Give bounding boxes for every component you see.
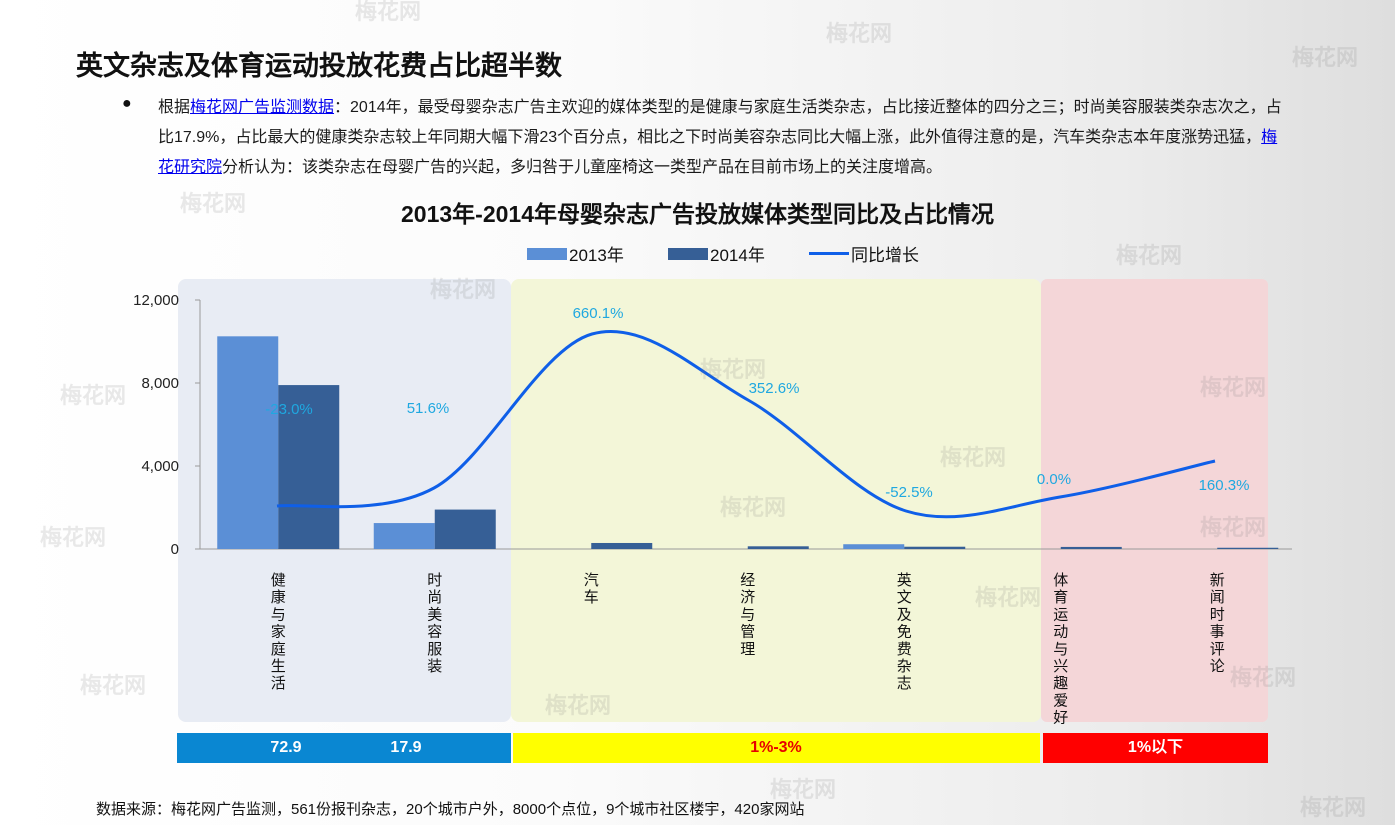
x-category-label-char: 育 bbox=[1053, 588, 1068, 606]
x-category-label-char: 兴 bbox=[1053, 657, 1068, 675]
bar-2014 bbox=[1060, 546, 1122, 549]
y-tick-label: 0 bbox=[171, 541, 179, 558]
share-band-label-low: 1%以下 bbox=[1127, 739, 1184, 756]
share-band-label-health: 72.9 bbox=[270, 739, 302, 756]
x-category-label-char: 济 bbox=[740, 588, 755, 606]
x-category-label-char: 与 bbox=[740, 605, 755, 623]
bar-2013 bbox=[373, 523, 435, 549]
x-category-label-char: 时 bbox=[1210, 605, 1225, 623]
bar-2013 bbox=[217, 336, 279, 549]
para-part-2: ：2014年，最受母婴杂志广告主欢迎的媒体类型的是健康与家庭生活类杂志，占比接近… bbox=[158, 99, 1282, 146]
bar-2014 bbox=[1217, 547, 1279, 549]
x-category-label-char: 体 bbox=[1053, 571, 1068, 589]
growth-data-label: -52.5% bbox=[885, 484, 933, 501]
x-category-label-char: 管 bbox=[740, 623, 755, 641]
x-category-label-char: 爱 bbox=[1053, 691, 1068, 709]
bar-2014 bbox=[278, 385, 340, 549]
data-source-footer: 数据来源：梅花网广告监测，561份报刊杂志，20个城市户外，8000个点位，9个… bbox=[96, 801, 805, 818]
x-category-label-char: 车 bbox=[584, 588, 599, 606]
y-tick-label: 12,000 bbox=[133, 292, 179, 309]
growth-data-label: 160.3% bbox=[1199, 477, 1250, 494]
x-category-label-char: 装 bbox=[427, 657, 442, 675]
y-tick-label: 4,000 bbox=[141, 458, 179, 475]
x-category-label-char: 论 bbox=[1210, 657, 1225, 675]
x-category-label-char: 与 bbox=[1053, 640, 1068, 658]
share-band-label-mid: 1%-3% bbox=[750, 739, 802, 756]
bullet-dot-icon: ● bbox=[122, 95, 132, 112]
x-category-label-char: 容 bbox=[427, 623, 442, 641]
x-category-label-char: 评 bbox=[1210, 640, 1225, 658]
legend-label-growth: 同比增长 bbox=[851, 246, 919, 265]
x-category-label-char: 与 bbox=[271, 605, 286, 623]
x-category-label-char: 免 bbox=[897, 623, 912, 641]
chart-title: 2013年-2014年母婴杂志广告投放媒体类型同比及占比情况 bbox=[401, 201, 994, 227]
x-category-label-char: 活 bbox=[271, 674, 286, 692]
monitoring-data-link[interactable]: 梅花网广告监测数据 bbox=[190, 99, 335, 116]
bar-2014 bbox=[904, 546, 966, 549]
zone-minor-categories bbox=[1041, 279, 1268, 722]
x-category-label-char: 尚 bbox=[427, 588, 442, 606]
zone-mid-categories bbox=[511, 279, 1041, 722]
x-category-label-char: 康 bbox=[271, 588, 286, 606]
x-category-label-char: 生 bbox=[271, 657, 286, 675]
summary-paragraph: 根据梅花网广告监测数据：2014年，最受母婴杂志广告主欢迎的媒体类型的是健康与家… bbox=[158, 93, 1282, 183]
growth-data-label: 51.6% bbox=[407, 400, 450, 417]
growth-data-label: -23.0% bbox=[265, 401, 313, 418]
share-band-blue bbox=[177, 733, 511, 763]
share-band-label-fashion: 17.9 bbox=[390, 739, 422, 756]
x-category-label-char: 文 bbox=[897, 588, 912, 606]
legend-item-2013: 2013年 bbox=[527, 241, 624, 266]
x-category-label-char: 趣 bbox=[1053, 674, 1068, 692]
summary-bullet: ● 根据梅花网广告监测数据：2014年，最受母婴杂志广告主欢迎的媒体类型的是健康… bbox=[122, 93, 1282, 183]
x-category-label-char: 健 bbox=[271, 571, 286, 589]
x-category-label-char: 好 bbox=[1053, 709, 1068, 727]
x-category-label-char: 美 bbox=[427, 605, 442, 623]
x-category-label-char: 经 bbox=[740, 571, 755, 589]
y-tick-label: 8,000 bbox=[141, 375, 179, 392]
x-category-label-char: 服 bbox=[427, 640, 442, 658]
legend-item-growth: 同比增长 bbox=[809, 241, 919, 266]
share-band-red bbox=[1043, 733, 1268, 763]
x-category-label-char: 闻 bbox=[1210, 588, 1225, 606]
x-category-label-char: 汽 bbox=[584, 571, 599, 589]
headline: 英文杂志及体育运动投放花费占比超半数 bbox=[76, 51, 562, 81]
para-part-1: 根据 bbox=[158, 99, 191, 116]
growth-line bbox=[276, 329, 1216, 519]
x-category-label-char: 事 bbox=[1210, 623, 1225, 641]
legend-label-2013: 2013年 bbox=[569, 246, 624, 265]
legend-line-growth bbox=[809, 252, 849, 255]
x-category-label-char: 杂 bbox=[897, 657, 912, 675]
x-category-label-char: 费 bbox=[897, 640, 912, 658]
x-category-label-char: 时 bbox=[427, 571, 442, 589]
legend-label-2014: 2014年 bbox=[710, 246, 765, 265]
x-category-label-char: 庭 bbox=[271, 640, 286, 658]
x-category-label-char: 及 bbox=[897, 605, 912, 623]
bar-2014 bbox=[591, 542, 653, 549]
x-category-label-char: 英 bbox=[897, 571, 912, 589]
bar-2014 bbox=[747, 546, 809, 549]
bar-2013 bbox=[843, 544, 905, 549]
x-category-label-char: 家 bbox=[271, 623, 286, 641]
para-part-3: 分析认为：该类杂志在母婴广告的兴起，多归咎于儿童座椅这一类型产品在目前市场上的关… bbox=[222, 159, 943, 176]
growth-data-label: 660.1% bbox=[573, 305, 624, 322]
legend-swatch-2014 bbox=[668, 247, 708, 260]
share-band-yellow bbox=[513, 733, 1040, 763]
research-institute-link[interactable]: 梅花研究院 bbox=[158, 129, 1278, 176]
x-category-label-char: 理 bbox=[740, 640, 755, 658]
bar-2014 bbox=[434, 509, 496, 549]
x-category-label-char: 动 bbox=[1053, 623, 1068, 641]
x-category-label-char: 运 bbox=[1053, 605, 1068, 623]
x-category-label-char: 志 bbox=[897, 674, 912, 692]
legend-swatch-2013 bbox=[527, 247, 567, 260]
legend-item-2014: 2014年 bbox=[668, 241, 765, 266]
growth-data-label: 352.6% bbox=[749, 380, 800, 397]
x-category-label-char: 新 bbox=[1210, 571, 1225, 589]
growth-data-label: 0.0% bbox=[1037, 471, 1071, 488]
